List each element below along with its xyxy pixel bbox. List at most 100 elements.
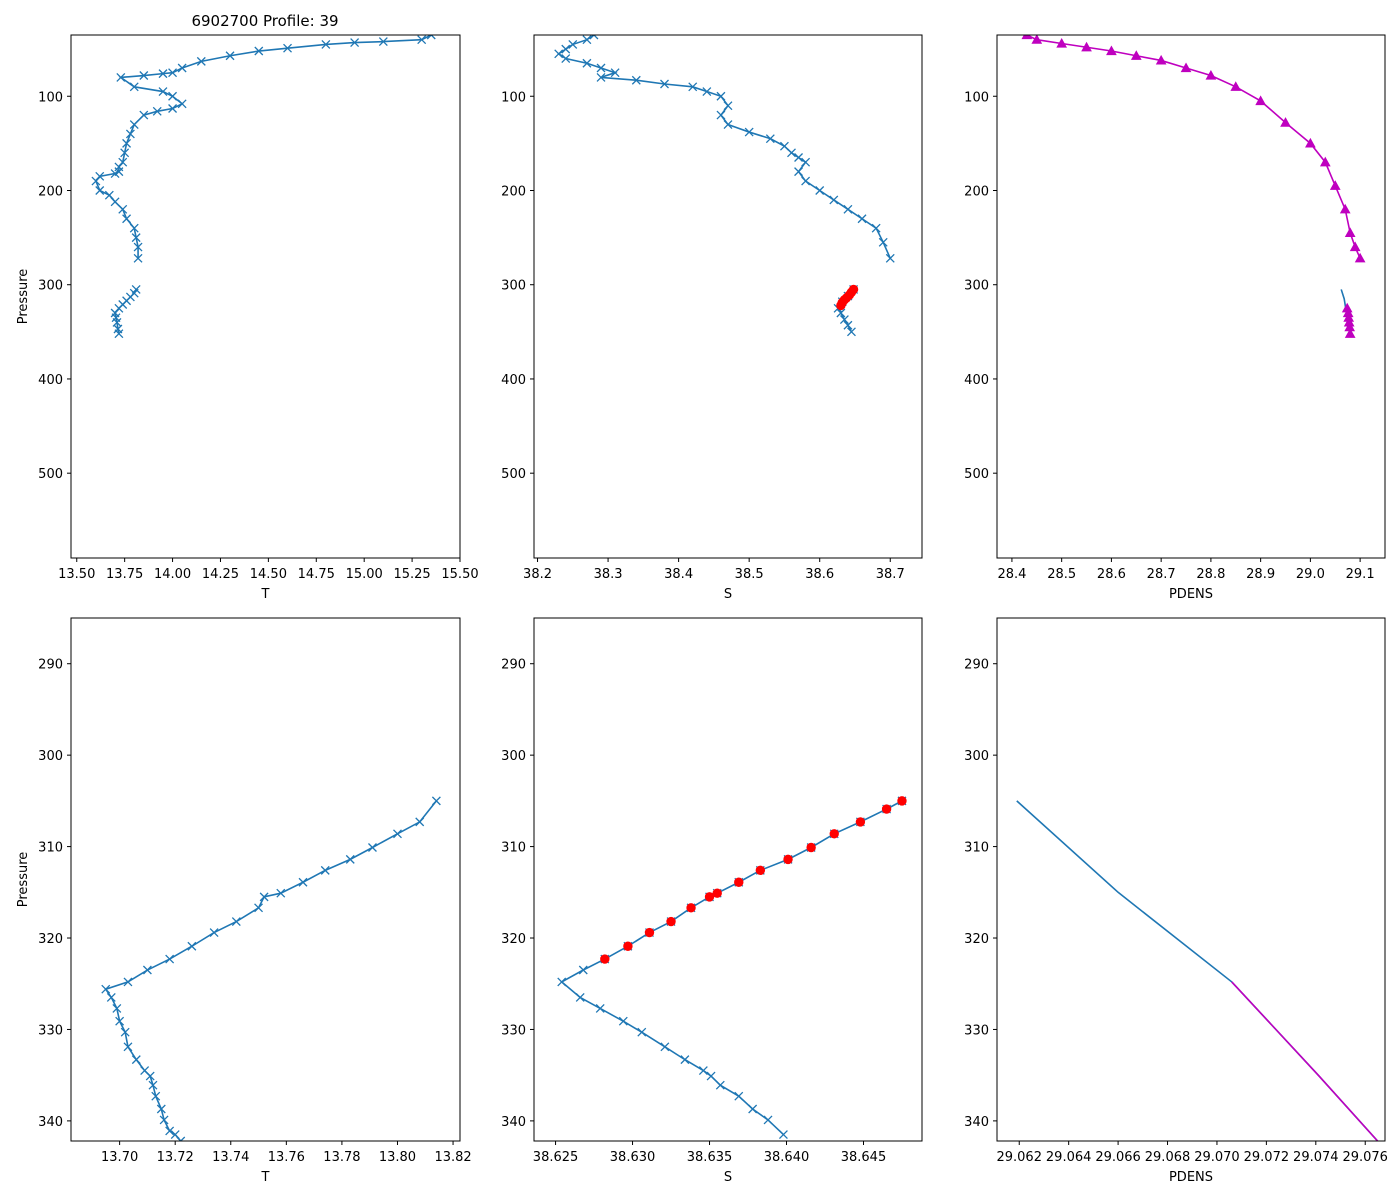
data-point [345,854,355,864]
y-tick-label: 100 [964,90,989,105]
data-point [1305,137,1316,148]
figure-title: 6902700 Profile: 39 [191,12,338,30]
data-point [1319,156,1331,167]
data-point [1130,50,1142,60]
data-point [644,927,655,938]
x-tick-label: 13.72 [157,1150,194,1165]
data-point [156,1104,166,1114]
data-point [133,253,143,263]
axes-frame [70,617,461,1142]
axes-frame [996,617,1386,1142]
x-tick-label: 28.5 [1047,567,1076,582]
data-point [350,38,360,47]
x-tick-label: 38.630 [610,1150,656,1165]
x-tick-label: 15.50 [441,567,478,582]
data-point [589,35,599,40]
data-point [871,223,881,233]
x-tick-label: 28.4 [997,567,1026,582]
data-point [765,134,775,144]
data-point [259,892,269,902]
data-point [225,51,235,61]
data-point [209,928,219,937]
data-point [158,69,168,79]
plot-area [101,796,441,1141]
data-point [123,1042,133,1052]
data-point [187,941,197,951]
x-axis-label: PDENS [1169,1170,1213,1185]
x-tick-label: 28.9 [1246,567,1275,582]
data-point [417,35,427,45]
data-point [139,71,149,80]
data-point [610,68,620,78]
chart-panel-top-middle: 38.2 38.3 38.4 38.5 38.6 38.7 100 200 300 400 500 S [501,34,923,602]
y-tick-label: 330 [38,1023,63,1038]
data-point [110,169,120,178]
x-tick-label: 28.8 [1196,567,1225,582]
data-point [120,1027,130,1037]
y-tick-label: 330 [964,1023,989,1038]
data-point [787,148,796,158]
data-point [897,796,907,806]
series-line-0 [104,800,438,1141]
data-point [716,91,726,101]
y-tick-label: 340 [38,1115,63,1130]
data-point [778,1130,788,1140]
x-tick-label: 13.70 [101,1150,138,1165]
data-point [254,46,264,56]
x-tick-label: 29.076 [1342,1150,1388,1165]
data-point [1255,95,1266,106]
data-point [231,917,241,927]
x-axis-label: T [261,587,270,602]
data-point [95,186,105,195]
data-point [836,308,846,318]
data-point [680,1055,690,1065]
data-point [704,892,715,902]
data-point [177,63,187,73]
axes-frame [996,34,1386,559]
x-axis-label: S [724,1170,732,1185]
data-point [666,916,676,927]
data-point [829,195,839,205]
chart-panel-bottom-middle: 38.625 38.630 38.635 38.640 38.645 290 300 310 3… [501,617,923,1185]
x-tick-label: 13.74 [212,1150,249,1165]
y-tick-label: 290 [38,658,63,673]
data-point [582,35,592,45]
x-tick-label: 29.070 [1194,1150,1240,1165]
data-point [426,35,436,40]
data-point [133,242,143,252]
data-point [165,954,175,964]
series-line-0 [94,35,432,259]
data-point [1155,54,1167,65]
y-tick-label: 320 [38,932,63,947]
y-tick-label: 310 [501,841,526,856]
data-point [1056,37,1068,48]
axes-frame [533,34,923,559]
data-point [794,167,804,177]
data-point [631,75,641,85]
data-point [368,843,377,852]
x-tick-label: 29.072 [1244,1150,1290,1165]
data-point [142,965,152,975]
data-point [168,91,178,101]
plot-area [1021,35,1366,338]
data-point [1339,203,1351,214]
chart-panel-bottom-right: 29.062 29.064 29.066 29.068 29.070 29.072 29.0… [964,617,1388,1185]
data-point [806,842,816,853]
data-point [1205,69,1217,80]
y-tick-label: 300 [964,749,989,764]
data-point [734,1091,744,1101]
data-point [1106,45,1117,56]
data-point [618,1016,628,1026]
data-point [131,233,141,243]
x-tick-label: 29.066 [1095,1150,1141,1165]
data-point [637,1027,647,1037]
axes-frame [533,617,923,1142]
data-point [116,72,126,82]
data-point [829,829,839,839]
y-tick-label: 300 [38,749,63,764]
data-point [152,106,162,116]
series-line-0 [557,35,891,259]
data-point [561,44,571,54]
data-point [623,941,633,951]
